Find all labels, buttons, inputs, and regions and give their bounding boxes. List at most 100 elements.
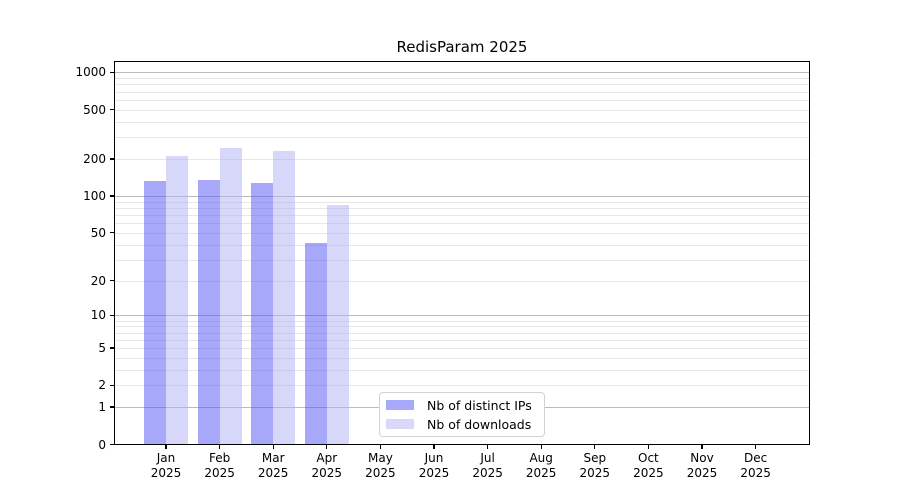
legend: Nb of distinct IPs Nb of downloads — [379, 392, 545, 437]
chart-title: RedisParam 2025 — [396, 38, 528, 56]
bar-nb-of-distinct-ips-mar — [251, 182, 274, 445]
y-tick-label: 50 — [90, 225, 106, 240]
legend-item: Nb of distinct IPs — [386, 396, 538, 415]
x-tick-label: Nov 2025 — [674, 451, 730, 480]
x-tick — [272, 444, 274, 450]
gridline-minor — [114, 332, 810, 334]
gridline-minor — [114, 326, 810, 328]
x-tick-year: 2025 — [579, 465, 611, 480]
x-tick — [701, 444, 703, 450]
y-tick — [109, 109, 114, 111]
x-tick-year: 2025 — [418, 465, 450, 480]
y-tick-label: 100 — [83, 188, 106, 203]
y-tick — [109, 195, 114, 197]
x-tick-month: Aug — [529, 451, 553, 465]
gridline-minor — [114, 259, 810, 261]
x-tick — [433, 444, 435, 450]
y-tick-label: 10 — [90, 308, 106, 323]
x-tick-month: Jan — [156, 451, 176, 465]
x-tick — [647, 444, 650, 450]
x-tick-month: Sep — [583, 451, 607, 465]
x-tick-label: Jan 2025 — [138, 451, 194, 480]
x-tick-label: Aug 2025 — [513, 451, 569, 480]
bar-nb-of-distinct-ips-feb — [197, 180, 220, 445]
gridline-major — [114, 315, 810, 317]
x-tick — [594, 444, 596, 450]
x-tick — [379, 444, 382, 450]
bar-nb-of-downloads-mar — [273, 151, 296, 445]
y-tick — [109, 314, 114, 317]
gridline-minor — [114, 232, 810, 234]
x-tick-label: May 2025 — [352, 451, 408, 480]
gridline-minor — [114, 201, 810, 203]
gridline-minor — [114, 78, 810, 80]
x-tick — [486, 444, 489, 450]
gridline-major — [114, 195, 810, 197]
x-tick-label: Dec 2025 — [728, 451, 784, 480]
x-tick — [540, 444, 542, 450]
gridline-minor — [114, 348, 810, 349]
x-tick — [218, 444, 221, 450]
x-tick-label: Sep 2025 — [567, 451, 623, 480]
bar-nb-of-downloads-feb — [219, 147, 242, 445]
x-tick — [165, 444, 167, 450]
gridline-minor — [114, 369, 810, 371]
gridline-minor — [114, 320, 810, 322]
gridline-minor — [114, 109, 810, 111]
gridline-minor — [114, 121, 810, 123]
gridline-minor — [114, 214, 810, 216]
legend-item: Nb of downloads — [386, 415, 538, 434]
x-tick-year: 2025 — [257, 465, 289, 480]
x-tick-year: 2025 — [150, 465, 182, 480]
x-tick — [754, 444, 757, 450]
y-tick-label: 200 — [83, 151, 106, 166]
x-tick-year: 2025 — [633, 465, 664, 480]
x-tick-label: Jun 2025 — [406, 451, 462, 480]
x-tick-month: Feb — [208, 451, 231, 465]
legend-label: Nb of downloads — [427, 416, 532, 432]
bar-nb-of-downloads-jan — [166, 155, 188, 445]
y-tick-label: 500 — [83, 102, 106, 117]
x-tick-year: 2025 — [686, 465, 718, 480]
gridline-major — [114, 72, 810, 74]
gridline-minor — [114, 280, 810, 282]
gridline-minor — [114, 244, 810, 246]
y-tick — [109, 347, 114, 349]
x-tick-year: 2025 — [365, 465, 396, 480]
x-tick-month: Jul — [480, 451, 495, 465]
y-tick-label: 1000 — [75, 65, 106, 80]
y-tick-label: 2 — [98, 378, 106, 393]
y-tick — [109, 406, 114, 408]
gridline-minor — [114, 223, 810, 225]
y-tick-label: 0 — [98, 437, 106, 452]
x-tick-year: 2025 — [204, 465, 235, 480]
x-tick-year: 2025 — [525, 465, 557, 480]
legend-swatch — [386, 400, 414, 410]
y-tick — [109, 443, 114, 446]
gridline-minor — [114, 84, 810, 86]
y-tick-label: 5 — [98, 341, 106, 355]
gridline-minor — [114, 207, 810, 209]
bar-nb-of-distinct-ips-apr — [304, 243, 327, 445]
y-tick — [109, 158, 114, 160]
plot-area — [114, 61, 810, 445]
gridline-minor — [114, 158, 810, 160]
y-tick — [109, 384, 114, 387]
x-tick-month: Mar — [261, 451, 285, 465]
x-tick-year: 2025 — [472, 465, 503, 480]
legend-swatch — [386, 419, 414, 429]
x-tick-month: Dec — [743, 451, 768, 465]
x-tick-label: Oct 2025 — [620, 451, 676, 480]
bar-nb-of-distinct-ips-jan — [144, 180, 166, 445]
x-tick-label: Feb 2025 — [192, 451, 248, 480]
gridline-minor — [114, 385, 810, 387]
bar-nb-of-downloads-apr — [326, 205, 349, 445]
y-tick-label: 20 — [90, 273, 106, 288]
y-tick-label: 1 — [98, 400, 106, 415]
legend-label: Nb of distinct IPs — [427, 397, 532, 413]
gridline-minor — [114, 137, 810, 139]
x-tick-month: May — [367, 451, 393, 465]
x-tick-year: 2025 — [740, 465, 771, 480]
gridline-minor — [114, 339, 810, 341]
